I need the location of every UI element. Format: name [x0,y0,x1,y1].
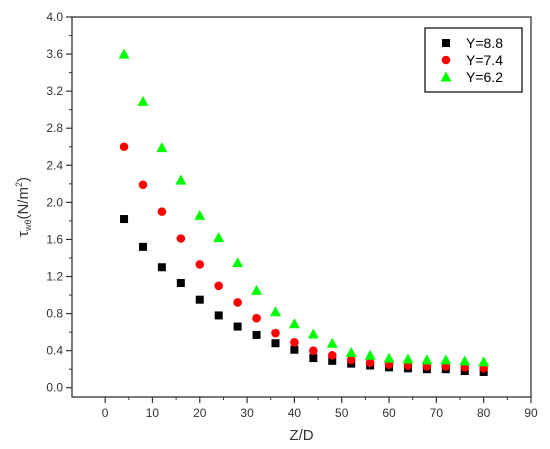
legend-label: Y=8.8 [466,35,503,51]
data-point [326,337,338,348]
data-points [118,48,490,376]
data-point [157,263,166,272]
x-axis: 0 10 20 30 40 50 60 70 80 90 [102,397,538,420]
y-axis-title-unit-close: ) [15,177,32,182]
y-axis-title-symbol: τ [15,231,32,237]
data-point [138,242,147,251]
data-point [269,306,281,317]
data-point [195,260,205,269]
y-axis: 0.0 0.4 0.8 1.2 1.6 2.0 2.4 2.8 3.2 3.6 4.0 [46,10,72,395]
data-point [309,346,318,355]
data-point [307,328,319,339]
y-axis-title-unit-open: (N/m [15,187,32,220]
data-point [214,311,223,320]
data-point [118,48,130,59]
x-tick-label: 50 [335,406,349,420]
y-tick-label: 0.0 [46,381,63,395]
data-point [195,295,204,304]
y-axis-title-unit-exponent: 2 [14,182,24,187]
data-point [383,352,395,363]
y-tick-label: 2.4 [46,158,63,172]
x-tick-label: 20 [193,406,207,420]
data-point [175,174,187,185]
data-point [271,339,280,348]
data-point [157,207,167,216]
data-point [213,232,225,243]
y-tick-label: 4.0 [46,10,63,24]
legend-marker [442,39,450,47]
data-point [119,142,129,152]
data-point [271,328,280,338]
data-point [176,279,185,287]
data-point [459,355,471,366]
x-tick-label: 0 [102,406,109,420]
data-point [327,350,337,360]
data-point [233,298,242,307]
x-tick-label: 60 [382,406,396,420]
x-tick-label: 40 [288,406,302,420]
data-point [233,322,242,331]
data-point [478,356,490,367]
data-point [365,358,375,368]
data-point [137,95,149,106]
legend-marker [441,55,451,65]
data-point [214,281,223,291]
y-tick-label: 3.6 [46,47,63,61]
plot-area-frame [71,16,532,398]
data-point [120,215,129,224]
x-tick-label: 10 [146,406,160,420]
data-point [364,349,376,360]
y-tick-label: 0.4 [46,344,63,358]
data-point [440,354,452,365]
legend-label: Y=7.4 [466,52,503,68]
y-tick-label: 1.2 [46,270,63,284]
data-point [290,345,299,354]
data-point [421,354,433,365]
x-tick-label: 90 [524,406,538,420]
y-tick-label: 0.8 [46,307,63,321]
data-point [251,284,263,295]
y-tick-label: 1.6 [46,232,63,246]
x-axis-title: Z/D [289,427,313,444]
data-point [288,318,300,329]
data-point [252,313,261,323]
series-2 [119,142,488,373]
data-point [346,355,356,365]
y-tick-label: 3.2 [46,84,63,98]
x-tick-label: 30 [240,406,254,420]
y-tick-label: 2.8 [46,121,63,135]
series-3 [118,48,490,367]
data-point [252,330,261,339]
data-point [290,338,299,347]
legend: Y=8.8Y=7.4Y=6.2 [424,27,523,93]
data-point [156,142,168,153]
legend-label: Y=6.2 [466,69,503,85]
data-point [232,257,244,268]
data-point [309,354,318,363]
y-tick-label: 2.0 [46,195,63,209]
data-point [345,347,357,358]
data-point [176,234,186,243]
svg-text:τwθ(N/m2): τwθ(N/m2) [14,177,33,237]
x-tick-label: 80 [477,406,491,420]
y-axis-title-subscript: wθ [23,220,33,233]
data-point [138,180,148,190]
y-axis-title: τwθ(N/m2) [14,177,33,237]
x-tick-label: 70 [430,406,444,420]
data-point [328,356,337,365]
data-point [194,209,206,220]
data-point [402,353,414,364]
legend-marker [440,71,452,82]
